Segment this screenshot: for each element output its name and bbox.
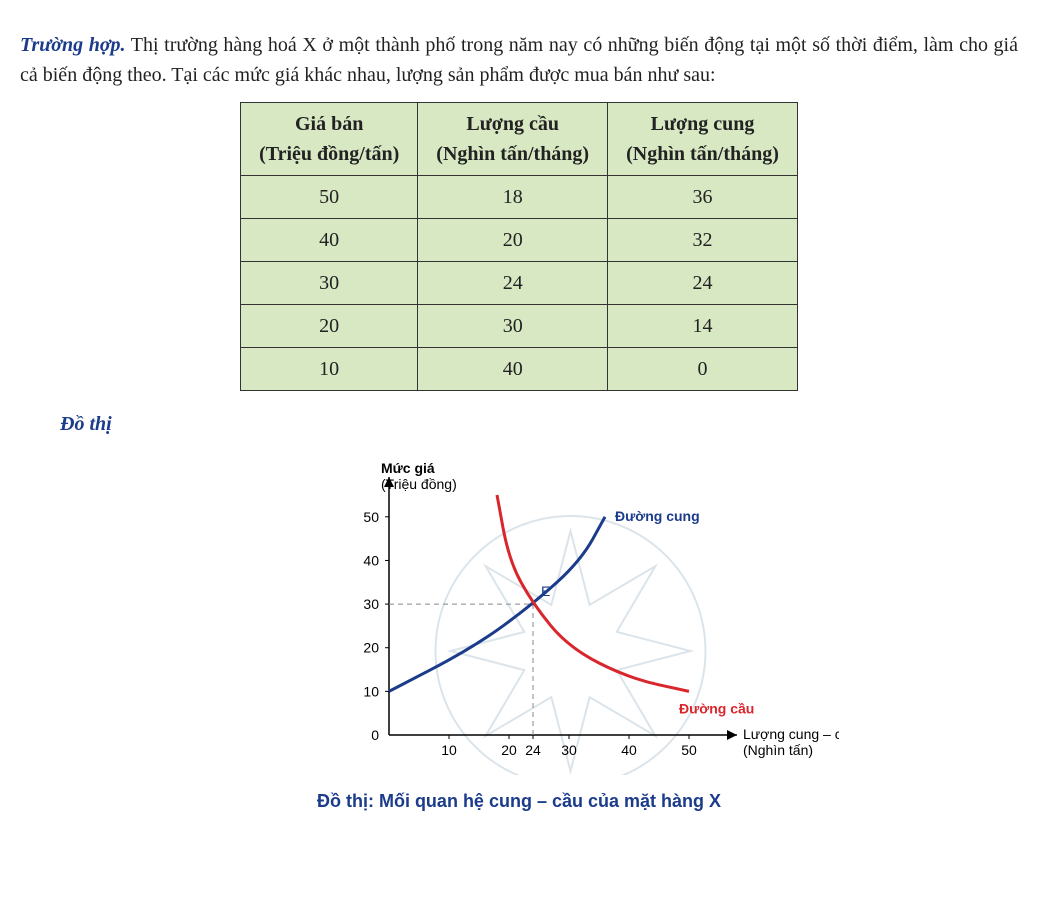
svg-text:E: E bbox=[541, 583, 550, 599]
svg-text:Lượng cung – cầu: Lượng cung – cầu bbox=[743, 726, 839, 742]
table-cell: 10 bbox=[241, 348, 418, 391]
table-cell: 24 bbox=[608, 262, 798, 305]
svg-text:24: 24 bbox=[525, 742, 541, 758]
table-cell: 40 bbox=[241, 219, 418, 262]
svg-text:50: 50 bbox=[681, 742, 697, 758]
svg-text:20: 20 bbox=[501, 742, 517, 758]
table-cell: 30 bbox=[418, 305, 608, 348]
col-header-supply: Lượng cung(Nghìn tấn/tháng) bbox=[608, 103, 798, 176]
table-cell: 50 bbox=[241, 176, 418, 219]
table-body: 50183640203230242420301410400 bbox=[241, 176, 798, 391]
svg-text:50: 50 bbox=[363, 509, 379, 525]
intro-paragraph: Trường hợp. Thị trường hàng hoá X ở một … bbox=[20, 30, 1018, 90]
data-table: Giá bán(Triệu đồng/tấn) Lượng cầu(Nghìn … bbox=[240, 102, 798, 391]
svg-text:10: 10 bbox=[441, 742, 457, 758]
table-cell: 18 bbox=[418, 176, 608, 219]
table-row: 402032 bbox=[241, 219, 798, 262]
table-cell: 36 bbox=[608, 176, 798, 219]
table-cell: 0 bbox=[608, 348, 798, 391]
svg-text:30: 30 bbox=[561, 742, 577, 758]
case-label: Trường hợp. bbox=[20, 34, 126, 56]
svg-text:0: 0 bbox=[371, 727, 379, 743]
col-header-demand: Lượng cầu(Nghìn tấn/tháng) bbox=[418, 103, 608, 176]
supply-demand-chart: 0 10 20 30 40 50 10 20 24 30 40 50 Mức giá(Triệu đồn… bbox=[199, 445, 839, 775]
chart-section-heading: Đồ thị bbox=[60, 409, 1018, 439]
table-cell: 24 bbox=[418, 262, 608, 305]
svg-text:20: 20 bbox=[363, 640, 379, 656]
table-cell: 20 bbox=[241, 305, 418, 348]
svg-text:(Triệu đồng): (Triệu đồng) bbox=[381, 476, 457, 492]
svg-text:Mức giá: Mức giá bbox=[381, 460, 435, 476]
svg-text:Đường cung: Đường cung bbox=[615, 508, 700, 524]
svg-text:Đường cầu: Đường cầu bbox=[679, 700, 754, 716]
table-cell: 30 bbox=[241, 262, 418, 305]
table-cell: 40 bbox=[418, 348, 608, 391]
svg-text:(Nghìn tấn): (Nghìn tấn) bbox=[743, 742, 813, 758]
chart-caption: Đồ thị: Mối quan hệ cung – cầu của mặt h… bbox=[20, 788, 1018, 815]
svg-text:40: 40 bbox=[621, 742, 637, 758]
intro-body: Thị trường hàng hoá X ở một thành phố tr… bbox=[20, 34, 1018, 86]
table-cell: 32 bbox=[608, 219, 798, 262]
col-header-price: Giá bán(Triệu đồng/tấn) bbox=[241, 103, 418, 176]
svg-text:30: 30 bbox=[363, 596, 379, 612]
table-cell: 14 bbox=[608, 305, 798, 348]
table-cell: 20 bbox=[418, 219, 608, 262]
svg-text:40: 40 bbox=[363, 552, 379, 568]
svg-text:10: 10 bbox=[363, 683, 379, 699]
table-header-row: Giá bán(Triệu đồng/tấn) Lượng cầu(Nghìn … bbox=[241, 103, 798, 176]
table-row: 302424 bbox=[241, 262, 798, 305]
table-row: 10400 bbox=[241, 348, 798, 391]
table-row: 501836 bbox=[241, 176, 798, 219]
table-row: 203014 bbox=[241, 305, 798, 348]
